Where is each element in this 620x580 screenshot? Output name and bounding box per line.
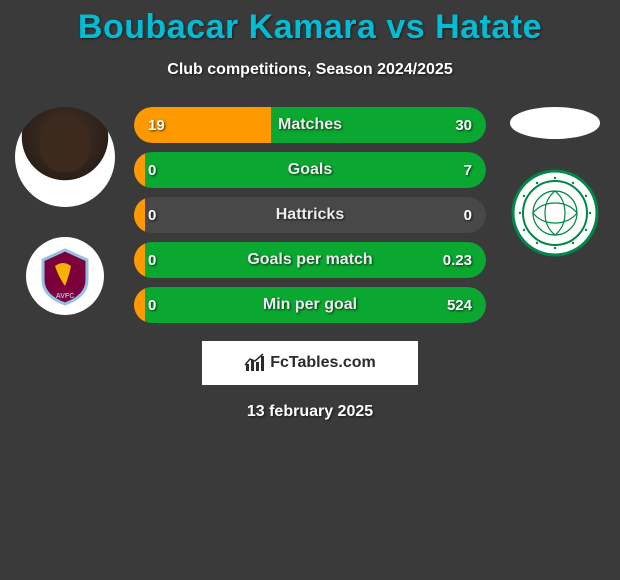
stat-value-right: 30 [455, 117, 472, 134]
bar-chart-icon [244, 352, 266, 374]
stat-label: Min per goal [134, 296, 486, 314]
stat-label: Matches [134, 116, 486, 134]
date-label: 13 february 2025 [0, 403, 620, 421]
stat-value-right: 0 [464, 207, 472, 224]
stat-bar: 0Goals7 [134, 152, 486, 188]
brand-box[interactable]: FcTables.com [202, 341, 418, 385]
player-left-face [40, 117, 90, 172]
right-column [490, 107, 620, 257]
svg-text:AVFC: AVFC [56, 293, 75, 300]
page-title: Boubacar Kamara vs Hatate [0, 8, 620, 47]
stat-bar: 0Hattricks0 [134, 197, 486, 233]
club-badge-left: AVFC [26, 237, 104, 315]
player-left-photo [15, 107, 115, 207]
stat-value-right: 0.23 [443, 252, 472, 269]
stat-bar: 0Min per goal524 [134, 287, 486, 323]
page-subtitle: Club competitions, Season 2024/2025 [0, 61, 620, 79]
stat-label: Goals per match [134, 251, 486, 269]
stat-label: Hattricks [134, 206, 486, 224]
comparison-card: Boubacar Kamara vs Hatate Club competiti… [0, 0, 620, 421]
stat-bar: 19Matches30 [134, 107, 486, 143]
stat-bar: 0Goals per match0.23 [134, 242, 486, 278]
left-column: AVFC [0, 107, 130, 315]
brand-label: FcTables.com [270, 354, 376, 372]
club-badge-right [511, 169, 599, 257]
stat-value-right: 524 [447, 297, 472, 314]
stats-column: 19Matches300Goals70Hattricks00Goals per … [130, 107, 490, 323]
stat-value-right: 7 [464, 162, 472, 179]
celtic-crest-icon [511, 169, 599, 257]
main-row: AVFC 19Matches300Goals70Hattricks00Goals… [0, 107, 620, 323]
avfc-crest-icon: AVFC [35, 246, 95, 306]
player-right-photo [510, 107, 600, 139]
stat-label: Goals [134, 161, 486, 179]
